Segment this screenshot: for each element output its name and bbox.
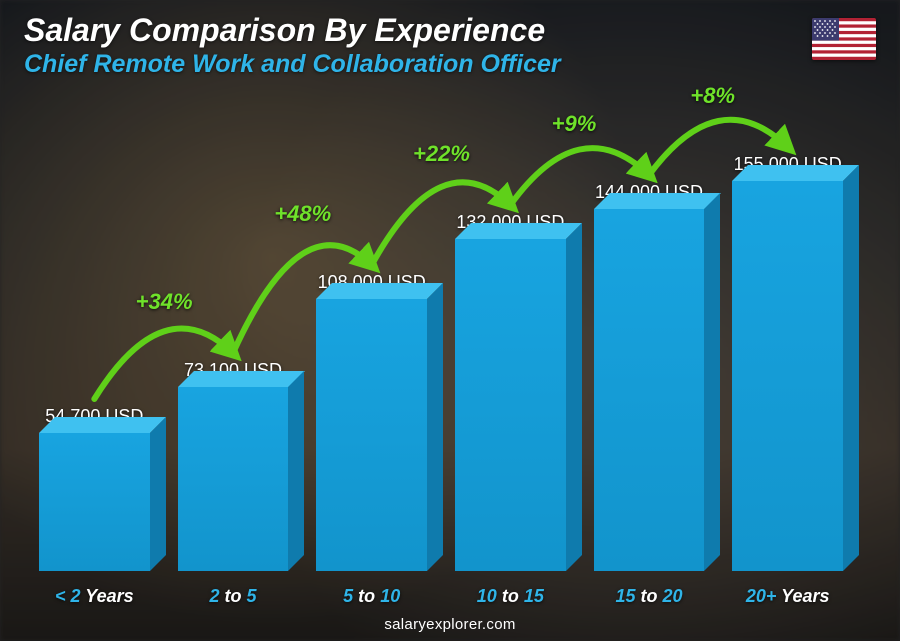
bar-front-face <box>455 239 566 571</box>
bar-chart: 54,700 USD73,100 USD108,000 USD132,000 U… <box>30 96 852 571</box>
x-axis-label: < 2 Years <box>30 586 159 607</box>
bar-top-face <box>178 371 305 387</box>
bar-top-face <box>455 223 582 239</box>
bar-top-face <box>732 165 859 181</box>
bar-side-face <box>843 165 859 571</box>
bar <box>594 209 705 571</box>
bar-top-face <box>39 417 166 433</box>
footer-credit: salaryexplorer.com <box>0 616 900 633</box>
title-block: Salary Comparison By Experience Chief Re… <box>24 14 561 79</box>
bar <box>178 387 289 571</box>
bar-slot: 54,700 USD <box>30 96 159 571</box>
x-axis-label: 2 to 5 <box>169 586 298 607</box>
x-axis-label: 5 to 10 <box>307 586 436 607</box>
bar-side-face <box>150 417 166 571</box>
bar-slot: 73,100 USD <box>169 96 298 571</box>
bar-front-face <box>39 433 150 571</box>
bar-top-face <box>316 283 443 299</box>
page-subtitle: Chief Remote Work and Collaboration Offi… <box>24 50 561 79</box>
bar-front-face <box>732 181 843 571</box>
x-axis-label: 15 to 20 <box>585 586 714 607</box>
bar-front-face <box>316 299 427 571</box>
x-axis-label: 10 to 15 <box>446 586 575 607</box>
bar <box>455 239 566 571</box>
bar <box>732 181 843 571</box>
bar-slot: 132,000 USD <box>446 96 575 571</box>
flag-icon <box>812 18 876 60</box>
bar-side-face <box>566 223 582 571</box>
infographic-container: Salary Comparison By Experience Chief Re… <box>0 0 900 641</box>
bar-side-face <box>427 283 443 571</box>
page-title: Salary Comparison By Experience <box>24 14 561 48</box>
header: Salary Comparison By Experience Chief Re… <box>24 14 876 79</box>
bar-slot: 108,000 USD <box>307 96 436 571</box>
bar <box>316 299 427 571</box>
bar-front-face <box>594 209 705 571</box>
bar-side-face <box>704 193 720 571</box>
bar-slot: 144,000 USD <box>585 96 714 571</box>
bar-side-face <box>288 371 304 571</box>
x-axis-label: 20+ Years <box>723 586 852 607</box>
bar-top-face <box>594 193 721 209</box>
bar-front-face <box>178 387 289 571</box>
bar <box>39 433 150 571</box>
bar-slot: 155,000 USD <box>723 96 852 571</box>
x-axis: < 2 Years 2 to 5 5 to 10 10 to 15 15 to 20 20… <box>30 586 852 607</box>
